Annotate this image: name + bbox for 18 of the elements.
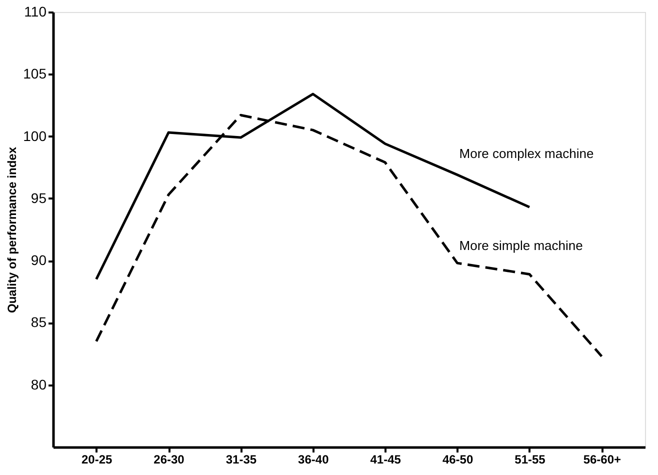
- y-tick-label: 110: [24, 4, 47, 20]
- y-tick-label: 105: [23, 66, 47, 82]
- series-label: More simple machine: [459, 238, 583, 254]
- y-tick-label: 95: [30, 190, 47, 206]
- x-tick-label: 31-35: [226, 452, 257, 466]
- x-tick-label: 20-25: [81, 452, 112, 466]
- y-tick-label: 80: [30, 376, 47, 392]
- x-tick-label: 36-40: [298, 452, 330, 466]
- y-tick-label: 85: [30, 314, 47, 330]
- x-tick-label: 41-45: [370, 452, 402, 466]
- y-axis-title: Quality of performance index: [5, 146, 20, 314]
- series-label: More complex machine: [459, 146, 594, 161]
- y-tick-label: 90: [30, 252, 47, 268]
- x-tick-label: 46-50: [442, 452, 474, 466]
- x-tick-label: 56-60+: [583, 452, 622, 466]
- x-tick-label: 26-30: [154, 452, 185, 466]
- y-tick-label: 100: [23, 128, 47, 144]
- x-tick-label: 51-55: [514, 452, 546, 466]
